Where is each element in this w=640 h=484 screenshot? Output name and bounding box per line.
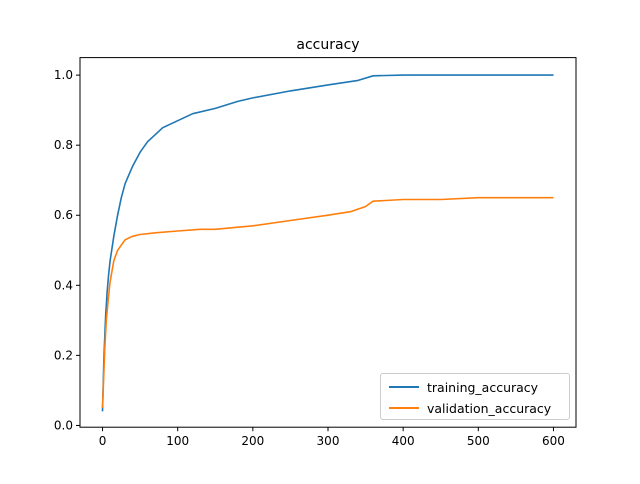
x-tick-label: 200 xyxy=(241,434,264,448)
x-tick-label: 100 xyxy=(166,434,189,448)
series-line-training xyxy=(101,74,554,412)
y-tick-label: 0.4 xyxy=(54,278,73,292)
legend-item-training: training_accuracy xyxy=(389,378,538,396)
legend-swatch-validation xyxy=(389,407,419,409)
legend: training_accuracy validation_accuracy xyxy=(380,373,570,420)
plot-frame xyxy=(79,57,577,428)
legend-label-validation: validation_accuracy xyxy=(427,400,552,416)
x-tick-label: 300 xyxy=(317,434,340,448)
y-tick-label: 0.0 xyxy=(54,418,73,432)
y-tick-label: 0.8 xyxy=(54,138,73,152)
legend-swatch-training xyxy=(389,386,419,388)
x-axis: 0 100 200 300 400 500 600 xyxy=(99,427,565,448)
y-tick-label: 0.6 xyxy=(54,208,73,222)
series-line-validation xyxy=(101,196,554,408)
x-tick-label: 0 xyxy=(99,434,107,448)
x-tick-label: 400 xyxy=(392,434,415,448)
legend-item-validation: validation_accuracy xyxy=(389,399,551,417)
series-layer xyxy=(101,74,554,412)
y-tick-label: 1.0 xyxy=(54,68,73,82)
chart-title: accuracy xyxy=(296,37,359,53)
x-tick-label: 600 xyxy=(542,434,565,448)
y-tick-label: 0.2 xyxy=(54,348,73,362)
legend-label-training: training_accuracy xyxy=(427,379,539,395)
x-tick-label: 500 xyxy=(467,434,490,448)
y-axis: 0.0 0.2 0.4 0.6 0.8 1.0 xyxy=(54,68,80,432)
